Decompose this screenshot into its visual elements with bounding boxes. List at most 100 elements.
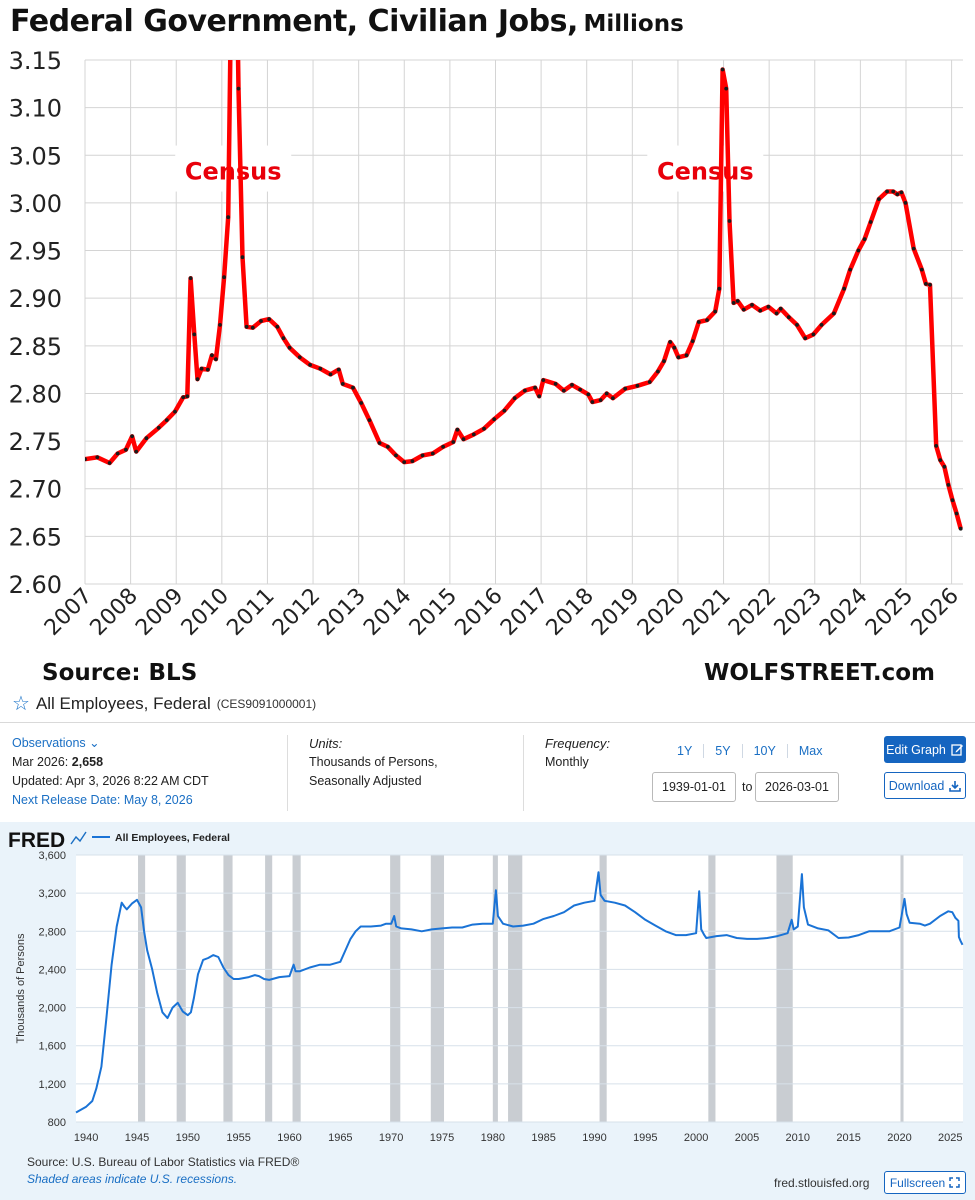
top-data-point [351,385,355,390]
top-data-point [895,192,900,197]
header-divider [0,722,975,723]
top-data-point [668,340,673,344]
top-data-point [336,367,341,372]
top-data-point [954,511,959,516]
top-data-point [318,366,323,371]
top-data-point [717,286,722,291]
top-y-tick-label: 2.90 [9,285,62,313]
fred-x-tick-label: 2010 [786,1132,810,1144]
top-data-point [891,189,896,194]
top-data-point [803,336,808,341]
top-data-point [598,398,603,402]
recession-band [265,855,273,1122]
top-data-point [377,441,382,445]
date-range-buttons: 1Y 5Y 10Y Max [666,744,833,758]
range-1y-button[interactable]: 1Y [666,744,705,758]
fred-x-tick-label: 2020 [887,1132,911,1144]
observation-value: 2,658 [71,755,104,769]
range-5y-button[interactable]: 5Y [704,744,743,758]
top-data-point [95,455,100,460]
units-block: Units: Thousands of Persons, Seasonally … [309,734,438,791]
top-data-point [735,299,740,303]
fred-site-link[interactable]: fred.stlouisfed.org [774,1176,870,1190]
top-data-point [727,219,732,223]
top-y-tick-label: 2.85 [9,333,62,361]
fred-x-tick-label: 2025 [938,1132,962,1144]
chevron-down-icon: ⌄ [89,736,100,750]
top-data-point [385,444,390,449]
top-data-point [690,339,695,343]
top-data-point [553,382,558,386]
fred-footer: Source: U.S. Bureau of Labor Statistics … [27,1154,299,1188]
download-button[interactable]: Download [884,772,966,799]
top-data-point [130,434,135,439]
info-divider [523,735,524,811]
top-y-tick-label: 2.80 [9,380,62,408]
edit-icon [951,744,963,756]
frequency-block: Frequency: Monthly [545,734,610,772]
fred-x-tick-label: 1990 [582,1132,606,1144]
top-data-point [124,447,128,452]
top-data-point [766,304,771,309]
top-data-point [662,359,666,363]
top-data-point [842,286,846,291]
top-data-point [928,282,932,287]
date-from-input[interactable]: 1939-01-01 [652,772,736,802]
range-max-button[interactable]: Max [798,744,823,758]
fred-recession-bands [76,855,963,1122]
edit-graph-button[interactable]: Edit Graph [884,736,966,763]
top-data-point [862,237,867,242]
edit-graph-label: Edit Graph [886,742,946,757]
top-data-point [942,464,947,469]
top-data-point [623,386,628,391]
next-release-link[interactable]: Next Release Date: May 8, 2026 [12,793,193,807]
range-10y-button[interactable]: 10Y [743,744,788,758]
fred-x-tick-label: 1940 [74,1132,98,1144]
top-chart-series [85,60,963,531]
fullscreen-button[interactable]: Fullscreen [884,1171,966,1194]
top-data-point [267,317,271,321]
census-annotation: Census [657,158,754,186]
date-to-input[interactable]: 2026-03-01 [755,772,839,802]
top-data-point [786,315,791,320]
units-label: Units: [309,736,343,751]
top-data-point [502,408,507,413]
top-y-tick-label: 3.05 [9,142,62,170]
top-data-point [586,392,591,397]
observations-label[interactable]: Observations [12,736,86,750]
recession-band [390,855,401,1122]
top-data-point [188,276,193,281]
observations-dropdown[interactable]: Observations ⌄ [12,734,209,753]
top-data-point [410,459,415,463]
top-data-point [134,449,139,454]
fred-x-tick-label: 1995 [633,1132,657,1144]
top-data-point [471,432,476,437]
census-annotation: Census [185,158,282,186]
top-data-point [236,86,241,91]
top-y-tick-label: 2.60 [9,571,62,599]
top-data-point [297,355,302,360]
top-data-point [778,306,783,311]
star-icon[interactable]: ☆ [12,693,30,715]
top-data-point [684,353,689,358]
top-data-point [192,332,197,337]
recession-band [138,855,146,1122]
top-data-point [537,394,542,399]
top-data-point [461,437,466,442]
fred-y-tick-label: 800 [48,1117,66,1129]
updated-text: Updated: Apr 3, 2026 8:22 AM CDT [12,774,209,788]
top-data-point [281,336,286,341]
fred-x-tick-label: 2015 [836,1132,860,1144]
top-data-point [222,275,227,280]
top-data-point [420,453,425,458]
top-data-point [604,391,609,396]
top-data-point [590,400,595,404]
top-data-point [340,382,345,386]
fred-y-tick-label: 2,000 [38,1003,66,1015]
fred-x-tick-label: 1985 [531,1132,555,1144]
top-data-point [402,460,407,464]
top-data-point [308,363,312,367]
top-data-point [441,444,445,449]
